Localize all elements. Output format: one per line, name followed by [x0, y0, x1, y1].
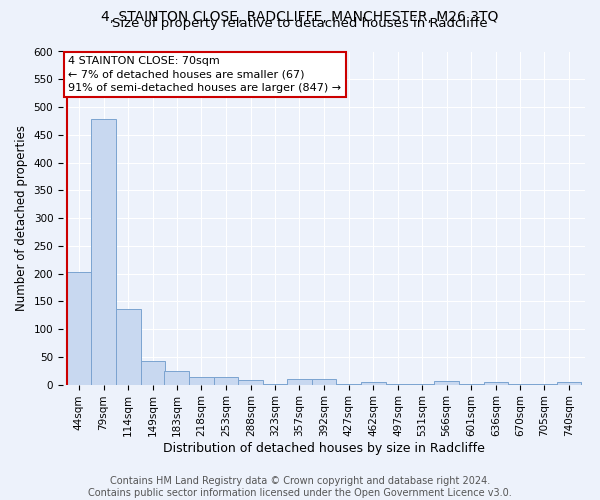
Bar — [311, 379, 337, 384]
Bar — [67, 272, 91, 384]
Bar — [434, 380, 459, 384]
Y-axis label: Number of detached properties: Number of detached properties — [15, 125, 28, 311]
Bar — [164, 370, 189, 384]
Bar — [189, 377, 214, 384]
Text: 4 STAINTON CLOSE: 70sqm
← 7% of detached houses are smaller (67)
91% of semi-det: 4 STAINTON CLOSE: 70sqm ← 7% of detached… — [68, 56, 341, 93]
Bar — [361, 382, 386, 384]
Text: Contains HM Land Registry data © Crown copyright and database right 2024.
Contai: Contains HM Land Registry data © Crown c… — [88, 476, 512, 498]
Bar — [140, 360, 165, 384]
Text: 4, STAINTON CLOSE, RADCLIFFE, MANCHESTER, M26 3TQ: 4, STAINTON CLOSE, RADCLIFFE, MANCHESTER… — [101, 10, 499, 24]
Text: Size of property relative to detached houses in Radcliffe: Size of property relative to detached ho… — [112, 18, 488, 30]
Bar — [557, 382, 581, 384]
Bar — [91, 119, 116, 384]
Bar — [116, 308, 140, 384]
Bar — [287, 379, 311, 384]
X-axis label: Distribution of detached houses by size in Radcliffe: Distribution of detached houses by size … — [163, 442, 485, 455]
Bar — [214, 377, 238, 384]
Bar — [238, 380, 263, 384]
Bar — [484, 382, 508, 384]
